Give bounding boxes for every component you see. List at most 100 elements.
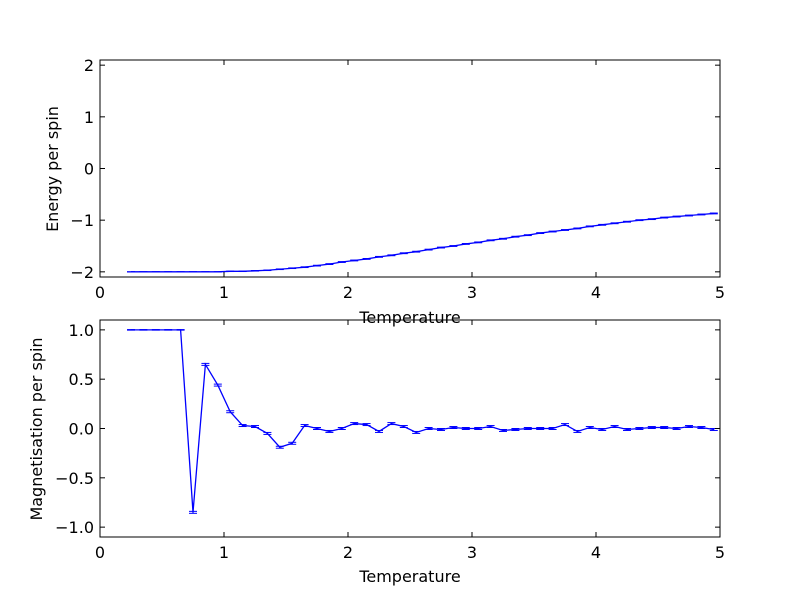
energy-data-point xyxy=(623,220,631,223)
energy-xtick-label: 5 xyxy=(715,283,725,302)
magnetisation-data-point xyxy=(499,428,507,432)
magnetisation-xtick-label: 3 xyxy=(467,543,477,562)
magnetisation-data-point xyxy=(275,445,284,449)
magnetisation-xtick-label: 2 xyxy=(343,543,353,562)
energy-data-point xyxy=(412,250,421,253)
energy-data-point xyxy=(424,248,433,251)
energy-data-point xyxy=(660,216,669,219)
magnetisation-ytick-label: −1.0 xyxy=(55,518,94,537)
energy-data-point xyxy=(647,218,656,221)
magnetisation-ytick-label: −0.5 xyxy=(55,469,94,488)
magnetisation-data-point xyxy=(647,426,656,429)
energy-data-point xyxy=(325,263,334,265)
energy-data-point xyxy=(523,234,532,237)
magnetisation-data-point xyxy=(474,427,483,430)
energy-data-point xyxy=(399,252,408,255)
energy-data-point xyxy=(709,212,718,215)
energy-xtick-label: 1 xyxy=(219,283,229,302)
energy-data-point xyxy=(474,241,483,244)
magnetisation-data-point xyxy=(362,423,371,427)
magnetisation-data-point xyxy=(201,362,210,366)
magnetisation-data-point xyxy=(151,329,160,331)
energy-data-point xyxy=(275,268,284,271)
energy-ytick-label: 1 xyxy=(84,108,94,127)
magnetisation-data-point xyxy=(387,422,396,426)
magnetisation-data-point xyxy=(573,429,582,433)
energy-xtick-label: 3 xyxy=(467,283,477,302)
energy-data-point xyxy=(486,239,495,242)
magnetisation-xtick-label: 1 xyxy=(219,543,229,562)
energy-series-group xyxy=(127,212,718,273)
magnetisation-subplot: 0 1 2 3 4 5 −1.0 −0.5 0.0 0.5 1.0 Temperature Magn… xyxy=(27,319,725,586)
energy-ytick-label: −2 xyxy=(70,263,94,282)
magnetisation-data-point xyxy=(598,428,607,431)
magnetisation-data-point xyxy=(635,427,644,430)
energy-axes-frame xyxy=(99,59,721,278)
magnetisation-data-point xyxy=(412,430,421,434)
magnetisation-data-point xyxy=(461,427,470,430)
magnetisation-data-point xyxy=(685,425,693,429)
magnetisation-data-point xyxy=(399,425,408,429)
magnetisation-ylabel: Magnetisation per spin xyxy=(27,337,46,520)
magnetisation-data-point xyxy=(350,422,359,426)
energy-data-point xyxy=(598,223,607,226)
magnetisation-data-point xyxy=(176,329,185,331)
energy-data-point xyxy=(251,270,259,272)
energy-data-point xyxy=(685,214,693,217)
energy-data-point xyxy=(561,229,569,231)
magnetisation-ytick-label: 1.0 xyxy=(69,321,94,340)
magnetisation-data-point xyxy=(548,427,557,430)
magnetisation-ticks: 0 1 2 3 4 5 −1.0 −0.5 0.0 0.5 1.0 xyxy=(55,320,725,562)
magnetisation-data-point xyxy=(672,427,681,430)
magnetisation-ytick-label: 0.0 xyxy=(69,420,94,439)
energy-data-point xyxy=(573,227,582,230)
magnetisation-data-point xyxy=(238,424,247,428)
magnetisation-data-point xyxy=(300,424,309,428)
energy-xtick-label: 2 xyxy=(343,283,353,302)
energy-ytick-label: −1 xyxy=(70,211,94,230)
energy-data-point xyxy=(672,215,681,218)
magnetisation-data-point xyxy=(561,423,569,427)
magnetisation-data-point xyxy=(437,428,445,431)
magnetisation-data-point xyxy=(610,425,619,429)
magnetisation-data-point xyxy=(449,426,458,429)
energy-data-point xyxy=(437,246,445,249)
energy-data-point xyxy=(585,225,594,228)
energy-data-point xyxy=(499,237,507,240)
magnetisation-data-point xyxy=(251,425,259,429)
energy-data-point xyxy=(461,243,470,245)
magnetisation-data-point xyxy=(697,426,706,429)
energy-data-point xyxy=(387,254,396,257)
energy-data-point xyxy=(511,235,520,238)
magnetisation-xtick-label: 5 xyxy=(715,543,725,562)
energy-data-point xyxy=(337,261,346,263)
energy-data-point xyxy=(449,245,458,247)
energy-data-point xyxy=(288,267,297,270)
energy-data-point xyxy=(350,259,359,262)
energy-data-point xyxy=(263,269,272,272)
energy-ytick-label: 0 xyxy=(84,160,94,179)
magnetisation-xlabel: Temperature xyxy=(358,567,460,586)
energy-data-point xyxy=(635,219,644,222)
energy-data-point xyxy=(536,232,545,234)
magnetisation-data-point xyxy=(164,329,173,331)
magnetisation-xtick-label: 4 xyxy=(591,543,601,562)
magnetisation-xtick-label: 0 xyxy=(95,543,105,562)
magnetisation-data-point xyxy=(263,431,272,435)
energy-data-point xyxy=(313,264,321,267)
magnetisation-data-point xyxy=(213,383,222,387)
energy-ticks: 0 1 2 3 4 5 −2 −1 0 1 2 xyxy=(70,56,725,302)
energy-data-point xyxy=(697,213,706,216)
energy-data-point xyxy=(362,258,371,260)
magnetisation-data-point xyxy=(288,441,297,445)
energy-ytick-label: 2 xyxy=(84,56,94,75)
magnetisation-data-point xyxy=(127,329,135,331)
energy-data-point xyxy=(300,266,309,269)
magnetisation-data-point xyxy=(623,428,631,431)
magnetisation-data-point xyxy=(139,329,148,331)
magnetisation-data-point xyxy=(375,429,383,433)
energy-xtick-label: 4 xyxy=(591,283,601,302)
magnetisation-data-point xyxy=(325,429,334,433)
energy-data-point xyxy=(548,230,557,233)
energy-xtick-label: 0 xyxy=(95,283,105,302)
